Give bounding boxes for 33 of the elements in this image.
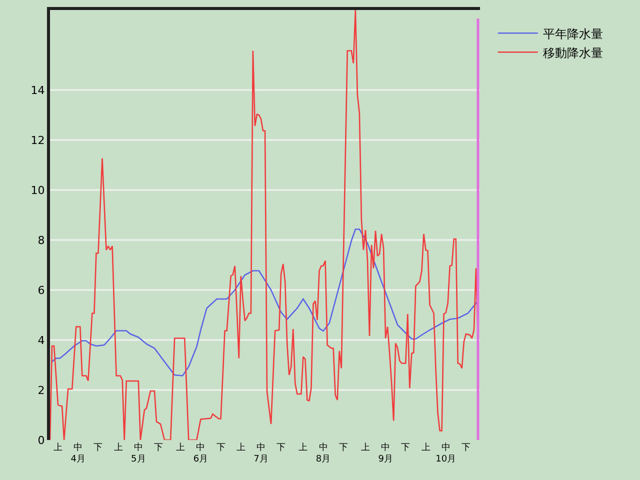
- legend-label: 移動降水量: [542, 46, 603, 60]
- y-tick-label: 4: [38, 334, 45, 347]
- x-tick-label: 上: [236, 442, 246, 453]
- legend-label: 平年降水量: [542, 26, 603, 41]
- x-tick-label: 下: [154, 443, 163, 453]
- x-tick-label: 上: [421, 442, 430, 453]
- x-tick-label: 上: [176, 442, 186, 453]
- x-tick-label: 中 7月: [254, 442, 268, 465]
- x-tick-label: 下: [276, 443, 286, 453]
- y-tick-label: 14: [30, 84, 45, 97]
- y-tick-label: 8: [38, 234, 45, 247]
- x-tick-label: 中 6月: [193, 442, 208, 465]
- line-series: [50, 10, 479, 440]
- line-series: [51, 228, 479, 376]
- x-tick-label: 上: [298, 442, 308, 453]
- x-tick-label: 下: [338, 443, 348, 453]
- x-tick-label: 下: [461, 443, 470, 453]
- y-tick-label: 2: [38, 384, 45, 397]
- y-tick-label: 10: [30, 184, 45, 197]
- y-tick-label: 12: [30, 134, 45, 147]
- y-tick-label: 6: [38, 284, 45, 297]
- x-tick-label: 上: [54, 442, 63, 453]
- x-tick-label: 上: [114, 442, 123, 453]
- x-tick-label: 上: [360, 442, 370, 453]
- x-tick-label: 中 9月: [378, 442, 393, 465]
- x-tick-label: 下: [401, 443, 410, 453]
- x-tick-label: 中 10月: [436, 442, 456, 465]
- x-tick-label: 下: [94, 443, 103, 453]
- x-tick-label: 下: [216, 443, 226, 453]
- x-tick-label: 中 4月: [70, 442, 86, 465]
- y-tick-label: 0: [38, 434, 45, 447]
- x-tick-label: 中 5月: [131, 442, 146, 465]
- x-tick-label: 中 8月: [316, 442, 331, 465]
